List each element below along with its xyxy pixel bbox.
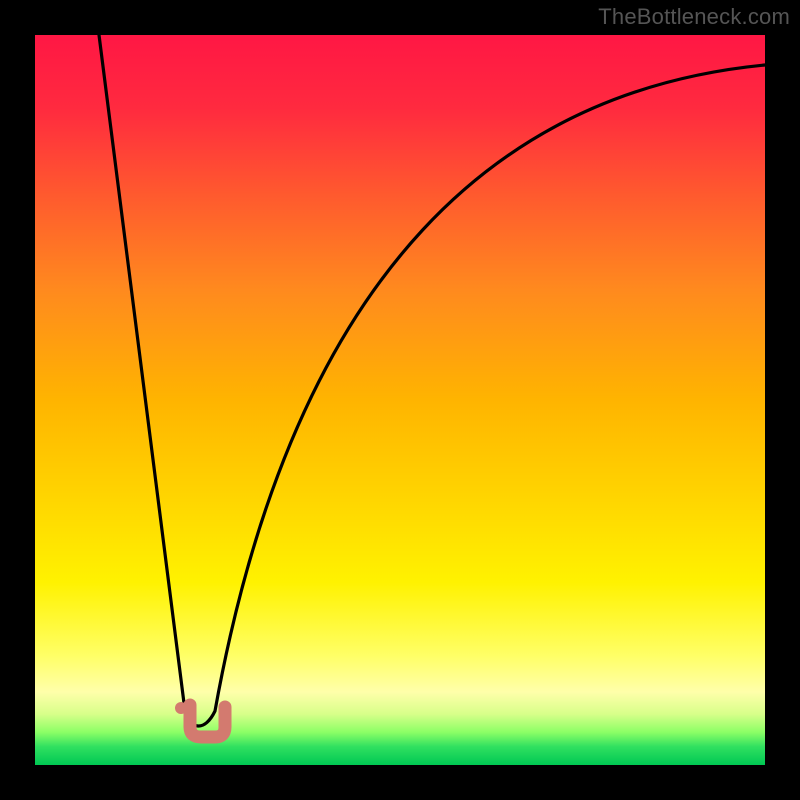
stage: TheBottleneck.com [0,0,800,800]
valley-marker-dot [175,702,187,714]
watermark-text: TheBottleneck.com [598,4,790,30]
plot-area [35,35,765,765]
bottleneck-chart [0,0,800,800]
